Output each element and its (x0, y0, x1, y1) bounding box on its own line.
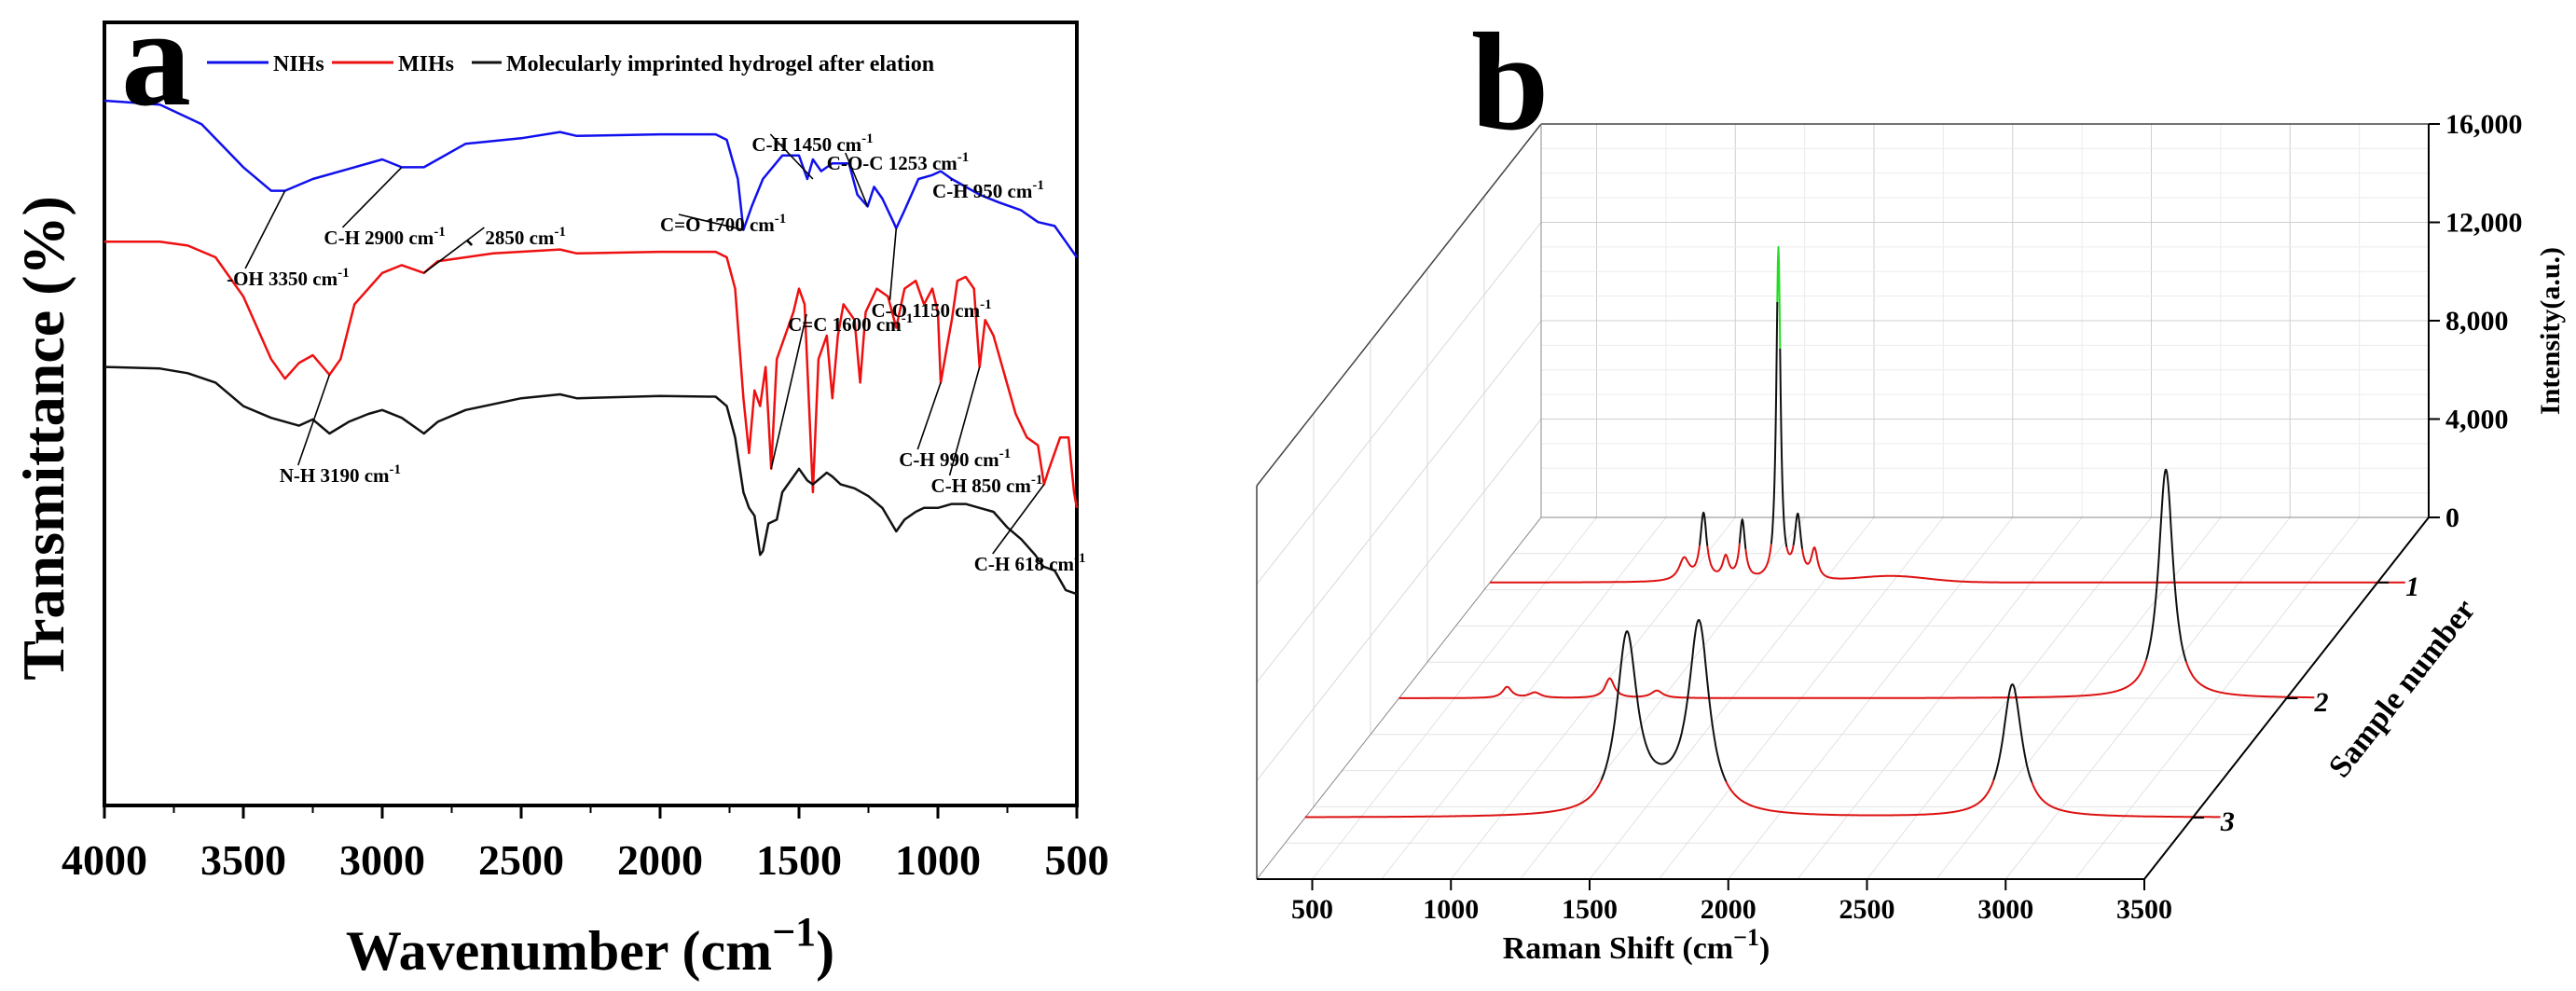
annotation-label: C-H 990 cm-1 (899, 447, 1011, 471)
annotation-leader (889, 227, 898, 301)
spectrum-1-segment (1792, 512, 1804, 549)
spectrum-3-segment (2031, 781, 2221, 819)
series-line-nihs (103, 99, 1079, 258)
spectrum-1-segment (1801, 546, 2406, 584)
x-tick-label: 2500 (1839, 894, 1895, 925)
x-tick-label: 3500 (2116, 894, 2172, 925)
spectrum-3-segment (1992, 683, 2033, 783)
panel-a: -OH 3350 cm-1 C-H 2900 cm-1 、2850 cm-1 N-H … (10, 0, 1109, 982)
annotation-label: C-H 850 cm-1 (931, 473, 1043, 497)
panel-a-legend: NIHs MIHs Molecularly imprinted hydrogel… (207, 52, 934, 76)
z-tick-label: 8,000 (2445, 306, 2509, 337)
panel-b-x-axis-title: Raman Shift (cm−1) (1503, 924, 1770, 966)
annotation-label: 、2850 cm-1 (465, 225, 566, 249)
spectrum-3-segment (1600, 619, 1728, 782)
panel-a-y-axis-title: Transmittance (%) (10, 196, 76, 681)
annotation-label: C-O-C 1253 cm-1 (827, 150, 969, 174)
spectrum-3-segment (1304, 779, 1603, 819)
annotation-label: C-H 1450 cm-1 (751, 131, 873, 156)
spectrum-1-segment (1744, 544, 1772, 575)
panel-b-z-axis-title: Intensity(a.u.) (2535, 247, 2566, 415)
panel-b-series (1304, 245, 2406, 819)
x-tick-label: 500 (1045, 836, 1109, 884)
spectrum-1-segment (1776, 245, 1782, 350)
z-tick-label: 0 (2445, 502, 2459, 533)
y-tick-label: 1 (2405, 571, 2419, 602)
x-tick-label: 2500 (478, 836, 564, 884)
annotation-label: C=O 1700 cm-1 (660, 212, 786, 236)
annotation-leader (769, 133, 814, 180)
annotation-label: -OH 3350 cm-1 (227, 266, 349, 290)
annotation-leader (770, 313, 807, 469)
annotation-leader (948, 366, 981, 476)
annotation-leader (678, 213, 744, 231)
side-grid-line (1256, 320, 1542, 683)
spectrum-1-segment (1779, 348, 1788, 548)
annotation-leader (845, 152, 869, 207)
x-tick-label: 4000 (62, 836, 147, 884)
x-tick-label: 1500 (756, 836, 842, 884)
series-line-molecularly-imprinted-hydrogel-after-elation (103, 365, 1078, 596)
annotation-label: C-H 2900 cm-1 (324, 225, 445, 249)
x-tick-label: 500 (1291, 894, 1333, 925)
annotation-leader (950, 178, 953, 182)
z-tick-label: 12,000 (2445, 208, 2523, 239)
panel-a-plot-frame (103, 21, 1079, 807)
spectrum-3-segment (1725, 779, 1995, 817)
box-edge (1256, 123, 1542, 487)
legend-label-mih-after-elation: Molecularly imprinted hydrogel after ela… (506, 52, 934, 76)
spectrum-1-segment (1738, 518, 1747, 550)
x-tick-label: 1500 (1562, 894, 1618, 925)
panel-a-x-axis-title: Wavenumber (cm−1) (346, 909, 834, 982)
annotation-leader (992, 484, 1045, 555)
panel-a-letter: a (121, 0, 191, 135)
x-tick-label: 1000 (895, 836, 981, 884)
x-tick-label: 2000 (1701, 894, 1756, 925)
x-tick-label: 3000 (1977, 894, 2033, 925)
panel-a-series (103, 99, 1079, 596)
annotation-label: C=C 1600 cm-1 (788, 311, 913, 336)
x-tick-label: 3500 (200, 836, 286, 884)
annotation-label: N-H 3190 cm-1 (280, 462, 401, 487)
spectrum-1-segment (1785, 544, 1795, 556)
annotation-leader (244, 190, 286, 269)
legend-label-mihs: MIHs (398, 52, 454, 76)
x-tick-label: 2000 (617, 836, 703, 884)
panel-a-x-axis: 4000 3500 3000 2500 2000 1500 1000 500 (62, 805, 1109, 884)
annotation-leader (341, 166, 403, 228)
panel-b-axes: 500 1000 1500 2000 2500 3000 350004,0008,00012… (1257, 109, 2523, 925)
spectrum-2-segment (2184, 661, 2315, 699)
y-tick-label: 2 (2314, 687, 2329, 718)
panel-b: 500 1000 1500 2000 2500 3000 350004,0008,00012… (1256, 5, 2566, 966)
side-grid-line (1256, 222, 1542, 585)
panel-b-letter: b (1471, 5, 1549, 159)
annotation-leader (423, 227, 485, 274)
x-tick-label: 3000 (339, 836, 425, 884)
spectrum-1-segment (1770, 301, 1779, 544)
annotation-leader (916, 382, 942, 450)
z-tick-label: 4,000 (2445, 405, 2509, 435)
annotation-label: C-H 950 cm-1 (932, 178, 1044, 202)
x-tick-label: 1000 (1423, 894, 1479, 925)
spectrum-1-segment (1706, 543, 1741, 572)
panel-a-annotations: -OH 3350 cm-1 C-H 2900 cm-1 、2850 cm-1 N-H … (227, 131, 1085, 575)
legend-label-nihs: NIHs (273, 52, 324, 76)
panel-b-grid (1256, 123, 2430, 880)
annotation-label: C-O 1150 cm-1 (871, 297, 991, 322)
side-grid-line (1256, 419, 1542, 781)
annotation-leader (296, 374, 331, 466)
annotation-label: C-H 618 cm-1 (974, 551, 1086, 575)
z-tick-label: 16,000 (2445, 109, 2523, 140)
spectrum-2-segment (1398, 659, 2147, 699)
y-tick-label: 3 (2220, 806, 2235, 837)
series-line-mihs (104, 240, 1079, 509)
spectrum-1-segment (1699, 511, 1709, 546)
spectrum-2-segment (2145, 468, 2187, 662)
spectrum-1-segment (1489, 544, 1701, 584)
